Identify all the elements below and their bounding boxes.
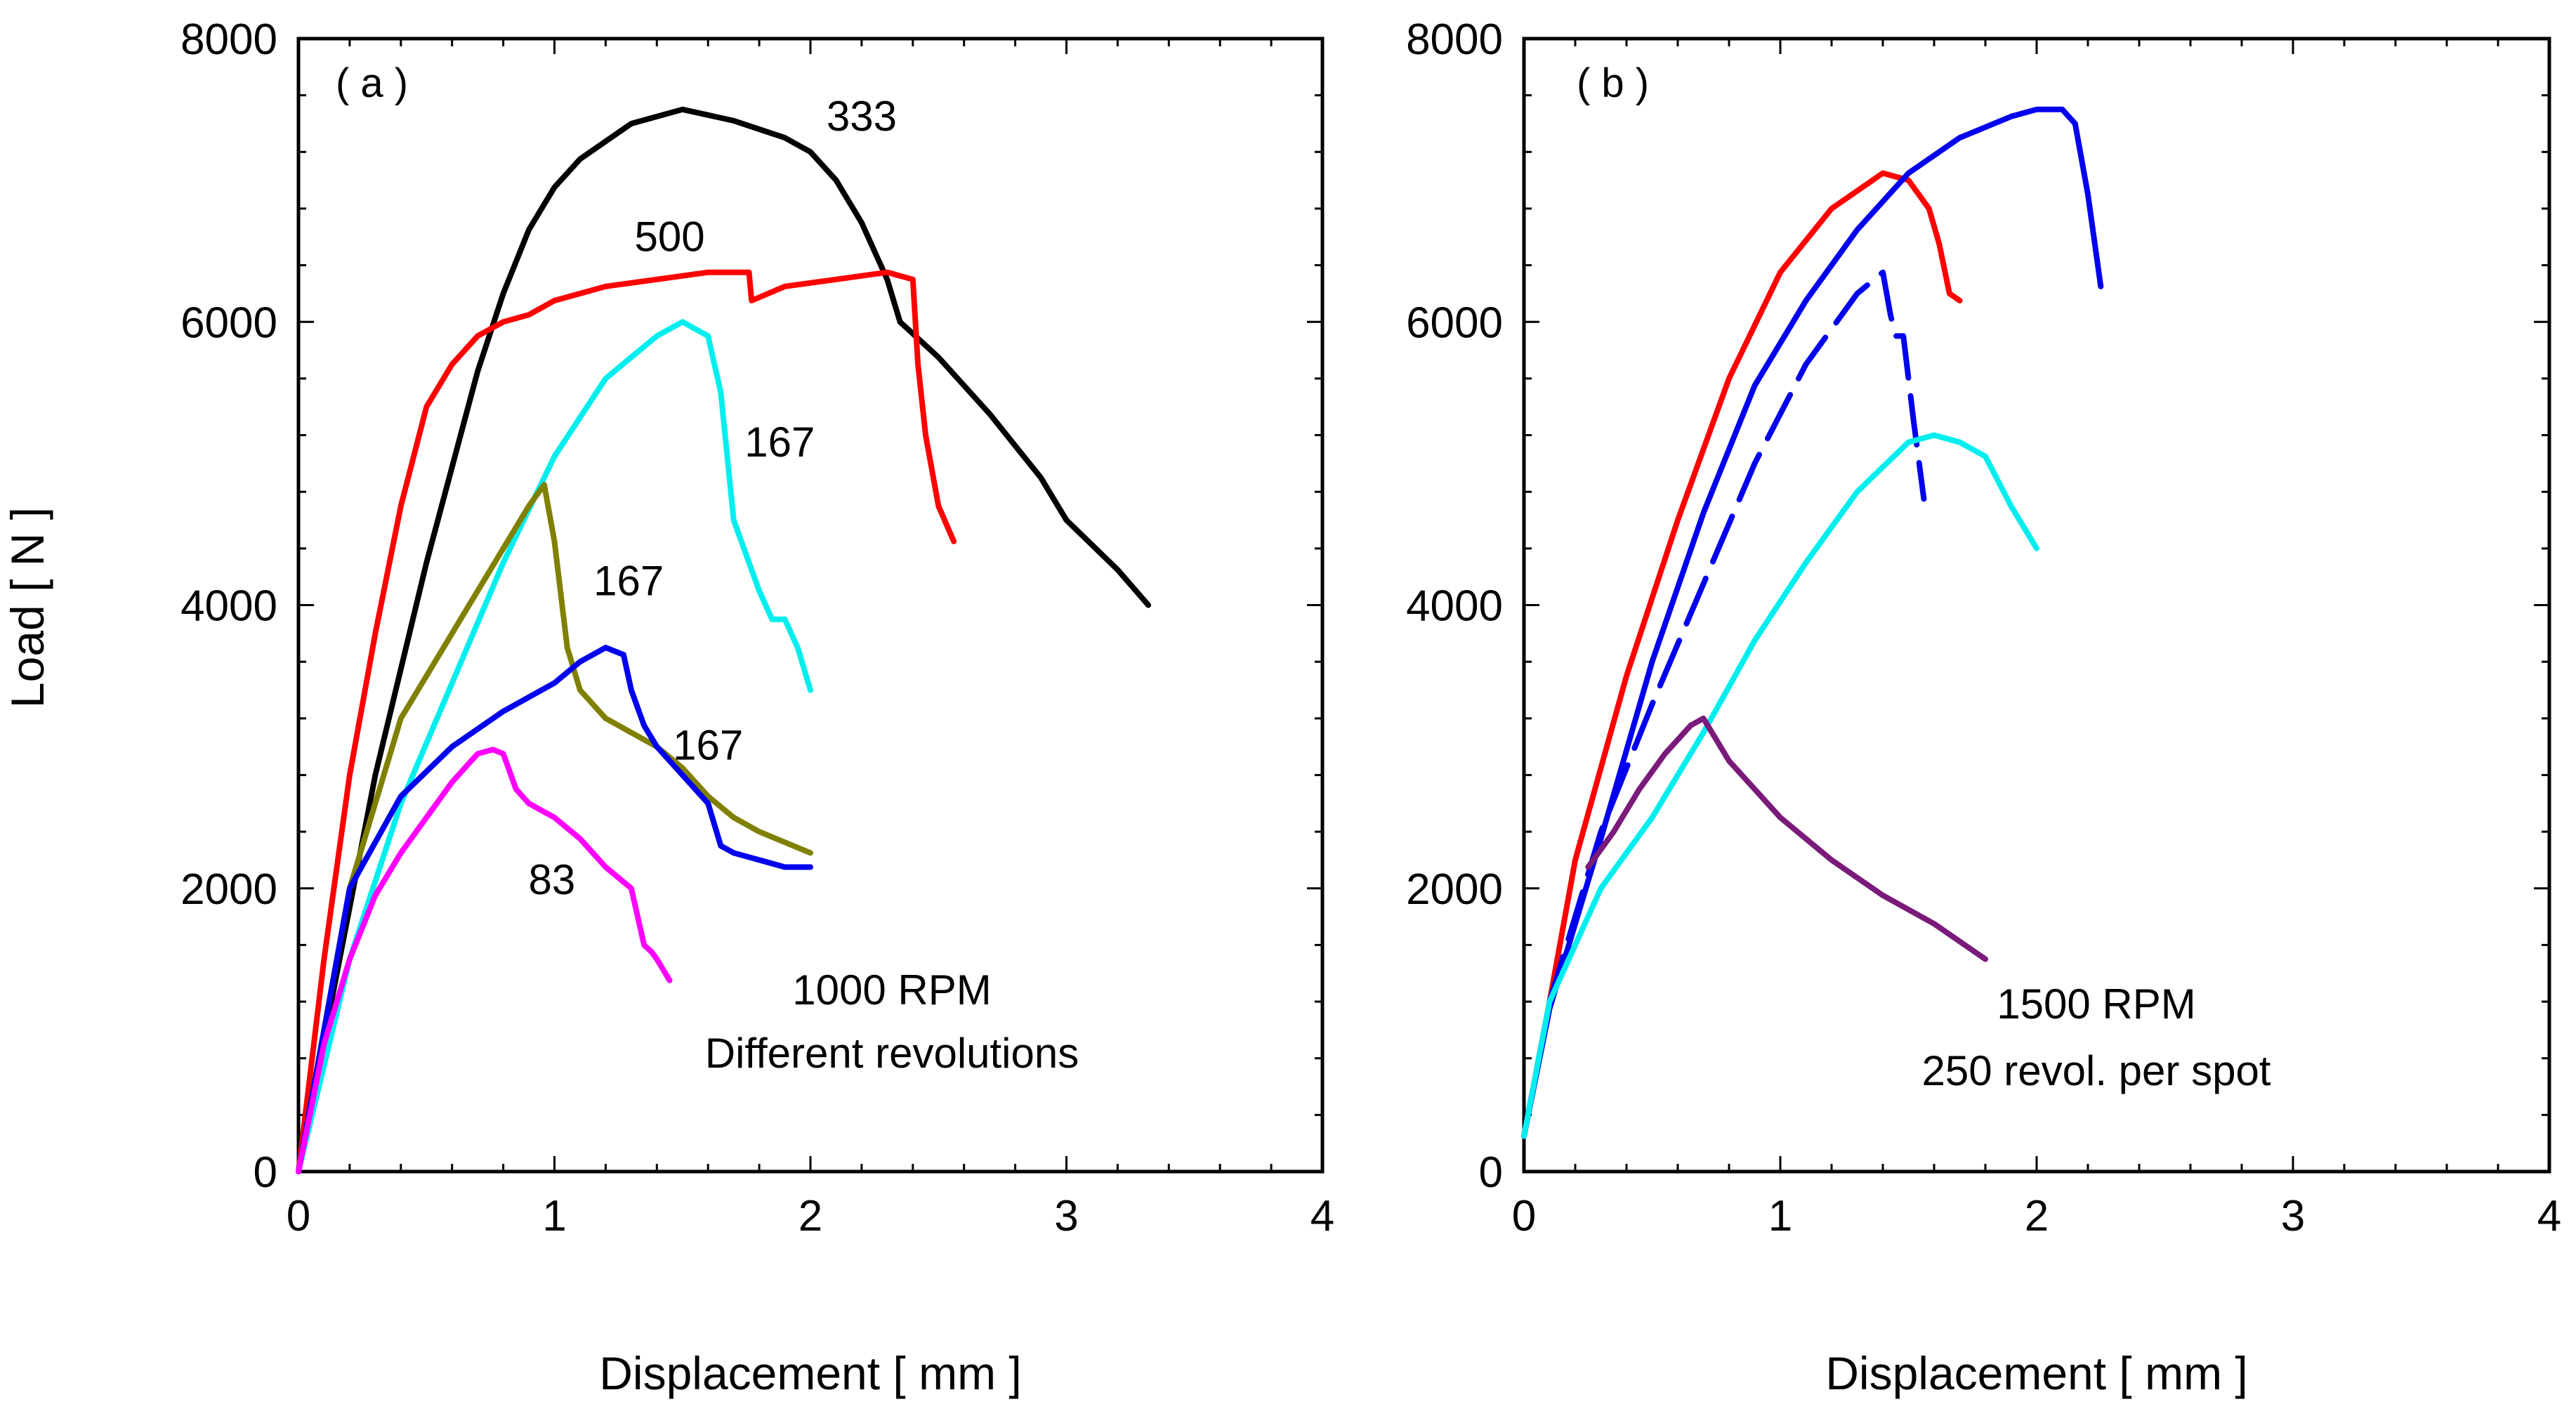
x-tick-label: 4 [1310,1192,1334,1240]
panel-b-series [1521,106,2104,1139]
x-tick-label: 4 [2537,1192,2561,1240]
panel-a-curve-labels: 333 500 167 167 167 83 [528,93,896,903]
series-line-red [1521,170,1963,1139]
y-tick-label: 0 [1479,1148,1503,1197]
curve-label: 333 [827,93,897,140]
x-tick-label: 1 [1768,1192,1792,1240]
y-tick-label: 2000 [180,865,277,914]
panel-a-x-axis-label: Displacement [ mm ] [599,1347,1021,1399]
y-tick-label: 4000 [1406,582,1503,631]
series-line-83 [296,747,673,1174]
x-tick-label: 0 [287,1192,310,1240]
y-tick-label: 0 [254,1148,277,1197]
x-tick-label: 1 [542,1192,566,1240]
curve-label: 167 [593,557,664,604]
panel-a-label: ( a ) [336,60,408,106]
panel-a-annotation-revolutions: Different revolutions [705,1030,1079,1077]
panel-b: 0 1 2 3 4 0 2000 4000 6000 8000 ( b ) 1500 RPM 25… [1406,15,2561,1399]
panel-b-ticks [1523,37,2551,1173]
series-line-500 [296,269,957,1174]
panel-b-annotation-per-spot: 250 revol. per spot [1922,1047,2271,1094]
panel-b-tick-labels: 0 1 2 3 4 0 2000 4000 6000 8000 [1406,15,2561,1240]
series-line-blue [1521,106,2104,1139]
panel-b-label: ( b ) [1577,60,1649,106]
panel-a-tick-labels: 0 1 2 3 4 0 2000 4000 6000 8000 [180,15,1334,1240]
curve-label: 83 [528,856,575,903]
series-line-167 [296,645,813,1174]
y-tick-label: 8000 [1406,15,1503,64]
x-tick-label: 3 [1054,1192,1078,1240]
x-tick-label: 3 [2281,1192,2305,1240]
y-tick-label: 6000 [1406,299,1503,347]
x-tick-label: 0 [1512,1192,1536,1240]
series-line-333 [296,106,1152,1174]
curve-label: 167 [673,721,743,768]
x-tick-label: 2 [799,1192,822,1240]
y-tick-label: 8000 [180,15,277,64]
curve-label: 167 [744,419,815,466]
y-axis-label: Load [ N ] [1,507,53,708]
series-line-cyan [1521,432,2039,1139]
x-tick-label: 2 [2025,1192,2049,1240]
y-tick-label: 4000 [180,582,277,631]
series-line-blue-dashed [1521,269,1927,1139]
panel-b-annotation-rpm: 1500 RPM [1997,981,2195,1028]
series-line-167 [296,319,813,1174]
panel-a-annotation-rpm: 1000 RPM [792,966,991,1014]
panel-b-x-axis-label: Displacement [ mm ] [1825,1347,2247,1399]
panel-a-ticks [297,37,1324,1173]
y-tick-label: 6000 [180,299,277,347]
series-line-purple [1585,715,1988,962]
curve-label: 500 [634,213,704,260]
y-tick-label: 2000 [1406,865,1503,914]
panel-a-series [296,106,1152,1174]
panel-a: 0 1 2 3 4 0 2000 4000 6000 8000 333 500 167 167 167 83… [180,15,1334,1399]
